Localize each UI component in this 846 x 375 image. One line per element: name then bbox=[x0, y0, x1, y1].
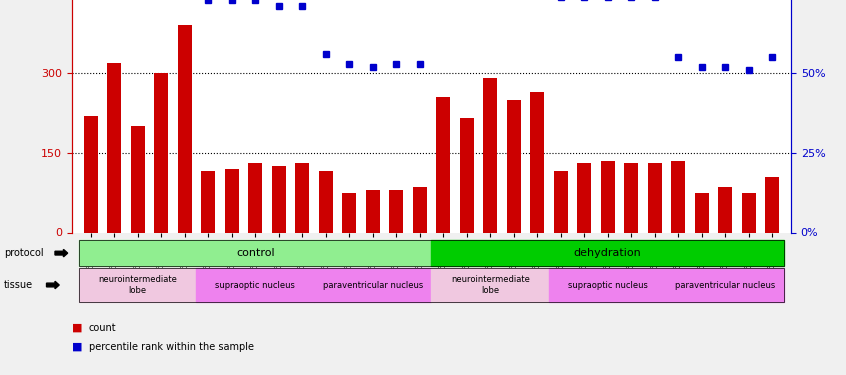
Bar bbox=[178, 26, 192, 233]
Bar bbox=[154, 73, 168, 232]
Bar bbox=[248, 164, 262, 232]
Bar bbox=[553, 171, 568, 232]
Text: neurointermediate
lobe: neurointermediate lobe bbox=[98, 275, 177, 295]
Bar bbox=[319, 171, 332, 232]
Text: protocol: protocol bbox=[4, 248, 44, 258]
Bar bbox=[342, 193, 356, 232]
Bar bbox=[742, 193, 755, 232]
Bar bbox=[437, 97, 450, 232]
Text: tissue: tissue bbox=[4, 280, 33, 290]
Bar bbox=[507, 100, 521, 232]
Bar bbox=[601, 161, 615, 232]
Text: ■: ■ bbox=[72, 323, 82, 333]
Text: count: count bbox=[89, 323, 117, 333]
Bar bbox=[577, 164, 591, 232]
Bar bbox=[413, 188, 426, 232]
Bar bbox=[718, 188, 733, 232]
Text: paraventricular nucleus: paraventricular nucleus bbox=[322, 280, 423, 290]
Text: neurointermediate
lobe: neurointermediate lobe bbox=[451, 275, 530, 295]
Bar bbox=[459, 118, 474, 232]
Bar bbox=[648, 164, 662, 232]
Bar bbox=[201, 171, 215, 232]
Bar bbox=[225, 169, 239, 232]
Text: percentile rank within the sample: percentile rank within the sample bbox=[89, 342, 254, 352]
Text: control: control bbox=[236, 248, 274, 258]
Bar bbox=[765, 177, 779, 232]
Bar bbox=[671, 161, 685, 232]
Bar bbox=[483, 78, 497, 232]
Bar bbox=[530, 92, 544, 232]
Text: supraoptic nucleus: supraoptic nucleus bbox=[568, 280, 648, 290]
Bar bbox=[365, 190, 380, 232]
Bar bbox=[84, 116, 98, 232]
Bar bbox=[695, 193, 709, 232]
Bar bbox=[295, 164, 310, 232]
Text: dehydration: dehydration bbox=[574, 248, 641, 258]
Bar bbox=[624, 164, 638, 232]
Bar bbox=[107, 63, 121, 232]
Bar bbox=[389, 190, 404, 232]
Text: paraventricular nucleus: paraventricular nucleus bbox=[675, 280, 775, 290]
Text: ■: ■ bbox=[72, 342, 82, 352]
Text: supraoptic nucleus: supraoptic nucleus bbox=[215, 280, 295, 290]
Bar bbox=[130, 126, 145, 232]
Bar bbox=[272, 166, 286, 232]
